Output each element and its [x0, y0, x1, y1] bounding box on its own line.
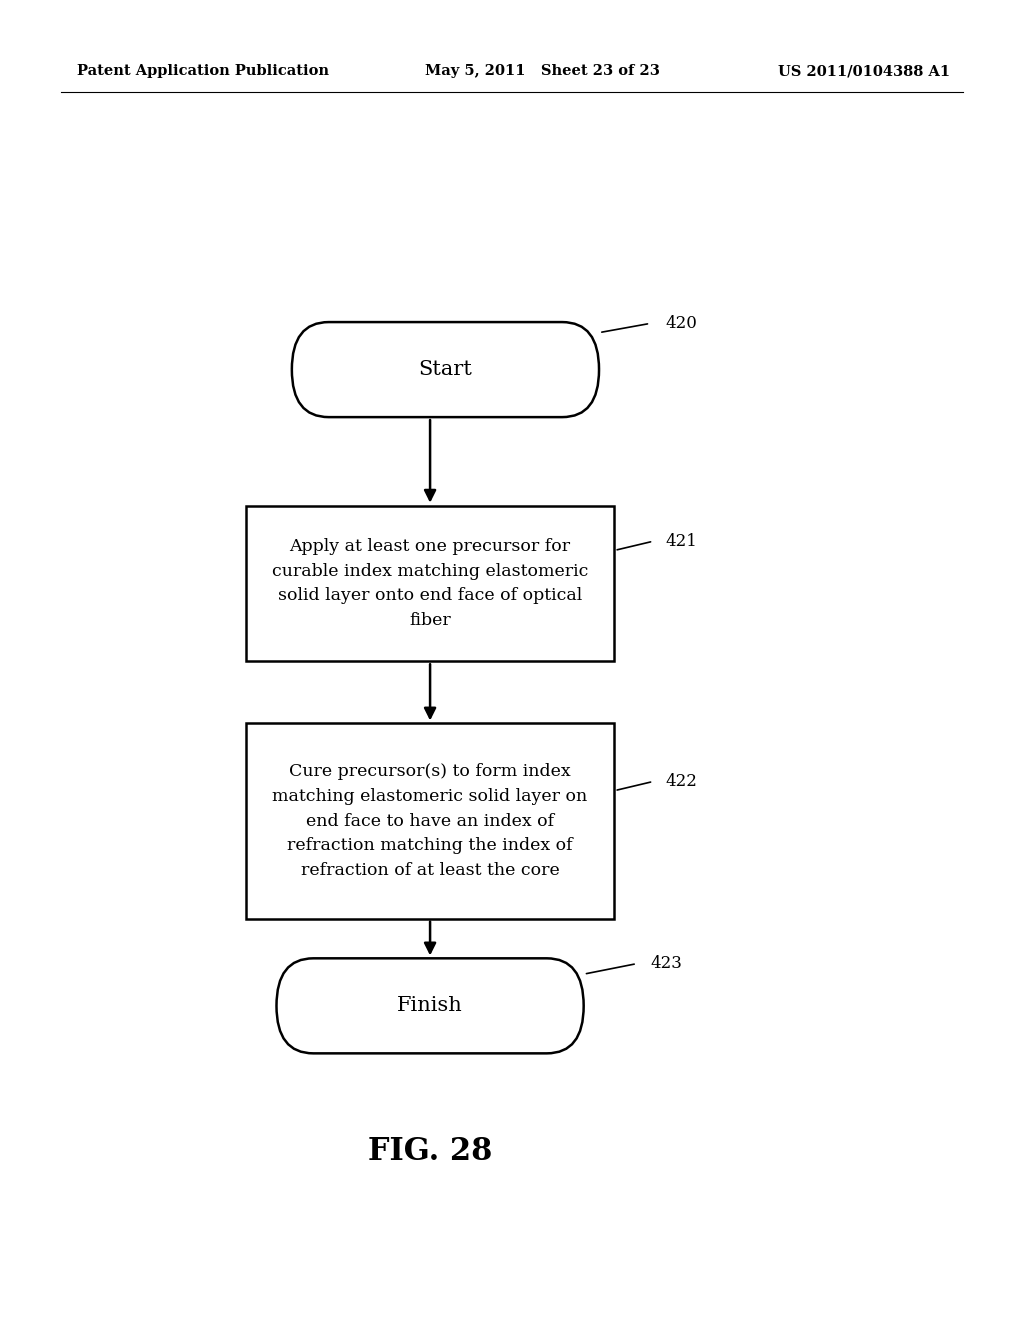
FancyBboxPatch shape: [292, 322, 599, 417]
Bar: [246, 723, 614, 919]
Text: 421: 421: [666, 533, 697, 549]
Text: May 5, 2011   Sheet 23 of 23: May 5, 2011 Sheet 23 of 23: [425, 65, 659, 78]
Text: FIG. 28: FIG. 28: [368, 1135, 493, 1167]
Bar: [246, 506, 614, 661]
Text: US 2011/0104388 A1: US 2011/0104388 A1: [778, 65, 950, 78]
Text: Start: Start: [419, 360, 472, 379]
FancyBboxPatch shape: [276, 958, 584, 1053]
Text: Finish: Finish: [397, 997, 463, 1015]
Text: Patent Application Publication: Patent Application Publication: [77, 65, 329, 78]
Text: 423: 423: [650, 956, 682, 972]
Text: Cure precursor(s) to form index
matching elastomeric solid layer on
end face to : Cure precursor(s) to form index matching…: [272, 763, 588, 879]
Text: Apply at least one precursor for
curable index matching elastomeric
solid layer : Apply at least one precursor for curable…: [272, 537, 588, 630]
Text: 422: 422: [666, 774, 697, 789]
Text: 420: 420: [666, 315, 697, 331]
